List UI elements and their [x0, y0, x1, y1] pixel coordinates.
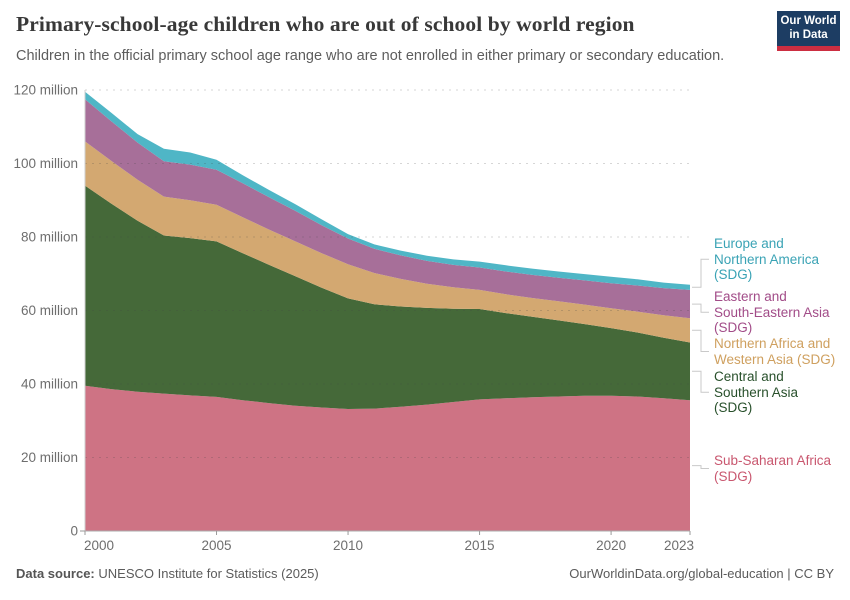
legend-item-label-line: (SDG)	[714, 400, 753, 415]
y-axis-label-20: 20 million	[21, 450, 78, 465]
legend-item-label-line: Northern Africa and	[714, 336, 831, 351]
legend-item-label-line: South-Eastern Asia	[714, 304, 830, 320]
x-axis-label-2020: 2020	[596, 538, 626, 553]
legend-item-eastern-and-south-eastern-asia-sdg[interactable]: Eastern and South-Eastern Asia (SDG)	[714, 289, 830, 336]
legend-item-label-line: (SDG)	[714, 320, 753, 335]
area-europe-and-northern-america-sdg[interactable]	[85, 91, 690, 290]
y-axis-label-100: 100 million	[13, 156, 78, 171]
legend-connector	[692, 258, 709, 288]
credit-link[interactable]: OurWorldinData.org/global-education | CC…	[569, 566, 834, 581]
legend-connector	[692, 329, 709, 352]
legend-item-label-line: Southern Asia	[714, 384, 799, 400]
data-source-value[interactable]: UNESCO Institute for Statistics (2025)	[98, 566, 319, 581]
legend-item-label-line: Northern America	[714, 251, 820, 267]
y-axis-label-80: 80 million	[21, 230, 78, 245]
area-eastern-and-south-eastern-asia-sdg[interactable]	[85, 99, 690, 319]
data-source-label: Data source:	[16, 566, 95, 581]
y-axis-label-0: 0	[70, 524, 78, 539]
legend-connector	[692, 370, 709, 393]
legend-item-label-line: Western Asia (SDG)	[714, 351, 836, 367]
legend-item-europe-and-northern-america-sdg[interactable]: Europe and Northern America (SDG)	[714, 236, 819, 283]
x-axis-label-2000: 2000	[84, 538, 114, 553]
legend-connector	[692, 303, 709, 313]
x-axis-label-2010: 2010	[333, 538, 363, 553]
area-sub-saharan-africa-sdg[interactable]	[85, 385, 690, 531]
owid-logo[interactable]: Our World in Data	[777, 11, 840, 51]
legend-item-label-line: Europe and	[714, 236, 784, 251]
legend-item-sub-saharan-africa-sdg[interactable]: Sub-Saharan Africa (SDG)	[714, 453, 831, 484]
x-axis-label-2023: 2023	[664, 538, 694, 553]
legend-item-label-line: Central and	[714, 369, 784, 384]
page-title: Primary-school-age children who are out …	[16, 12, 635, 36]
area-central-and-southern-asia-sdg[interactable]	[85, 185, 690, 409]
x-axis-label-2015: 2015	[465, 538, 495, 553]
area-northern-africa-and-western-asia-sdg[interactable]	[85, 141, 690, 343]
y-axis-label-40: 40 million	[21, 377, 78, 392]
chart-subtitle: Children in the official primary school …	[16, 48, 725, 64]
y-axis-label-120: 120 million	[13, 83, 78, 98]
x-axis-label-2005: 2005	[201, 538, 231, 553]
legend-item-northern-africa-and-western-asia-sdg[interactable]: Northern Africa and Western Asia (SDG)	[714, 336, 835, 367]
y-axis-label-60: 60 million	[21, 303, 78, 318]
legend-item-label-line: (SDG)	[714, 468, 753, 484]
legend-item-label-line: (SDG)	[714, 267, 753, 282]
owid-logo-line2: in Data	[789, 29, 828, 41]
owid-logo-line1: Our World	[780, 15, 837, 27]
legend-connector	[692, 465, 709, 469]
legend-item-label-line: Sub-Saharan Africa	[714, 453, 832, 468]
data-source-note: Data source: UNESCO Institute for Statis…	[16, 566, 319, 581]
legend-item-label-line: Eastern and	[714, 289, 787, 304]
legend-item-central-and-southern-asia-sdg[interactable]: Central and Southern Asia (SDG)	[714, 369, 798, 416]
